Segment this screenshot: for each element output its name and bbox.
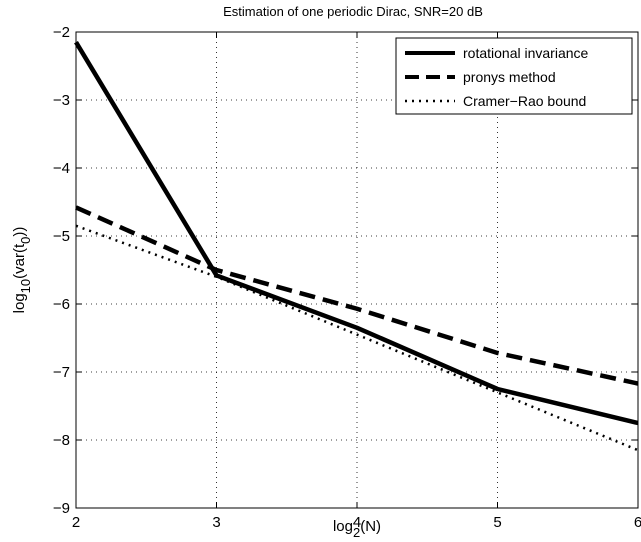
x-tick-label: 4 (353, 514, 361, 531)
y-axis-label: log10(var(t0)) (11, 227, 33, 314)
x-tick-label: 2 (72, 514, 80, 531)
x-axis-label-base: log (333, 518, 353, 535)
chart-title: Estimation of one periodic Dirac, SNR=20… (223, 4, 483, 19)
legend-label-cramer-rao-bound: Cramer−Rao bound (463, 93, 586, 109)
series-line-pronys-method (75, 205, 639, 386)
y-tick-label: −6 (53, 296, 70, 313)
legend: rotational invariance pronys method Cram… (395, 37, 633, 115)
series-line-cramer-rao-bound (75, 224, 639, 452)
y-tick-label: −5 (53, 228, 70, 245)
grid (76, 32, 638, 508)
y-axis-label-sub2: 0 (18, 237, 33, 244)
x-tick-label: 6 (634, 514, 641, 531)
ticks: 2 3 4 5 6 −9 −8 −7 −6 −5 −4 −3 −2 (53, 24, 641, 531)
x-tick-label: 5 (493, 514, 501, 531)
x-axis-label: log2(N) (333, 518, 381, 540)
series-line-rotational-invariance (74, 41, 639, 426)
x-axis-label-rest: (N) (360, 518, 381, 535)
series-lines (74, 41, 639, 452)
y-axis-label-base: log (11, 293, 28, 313)
x-tick-label: 3 (212, 514, 220, 531)
legend-label-pronys-method: pronys method (463, 69, 556, 85)
legend-label-rotational-invariance: rotational invariance (463, 45, 589, 61)
y-tick-label: −8 (53, 432, 70, 449)
y-tick-label: −9 (53, 500, 70, 517)
y-axis-label-end: )) (11, 227, 28, 237)
y-tick-label: −3 (53, 92, 70, 109)
y-tick-label: −7 (53, 364, 70, 381)
y-tick-label: −2 (53, 24, 70, 41)
x-axis-label-sub: 2 (353, 525, 360, 540)
y-axis-label-sub: 10 (18, 279, 33, 293)
y-axis-label-mid: (var(t (11, 243, 28, 279)
y-tick-label: −4 (53, 160, 70, 177)
